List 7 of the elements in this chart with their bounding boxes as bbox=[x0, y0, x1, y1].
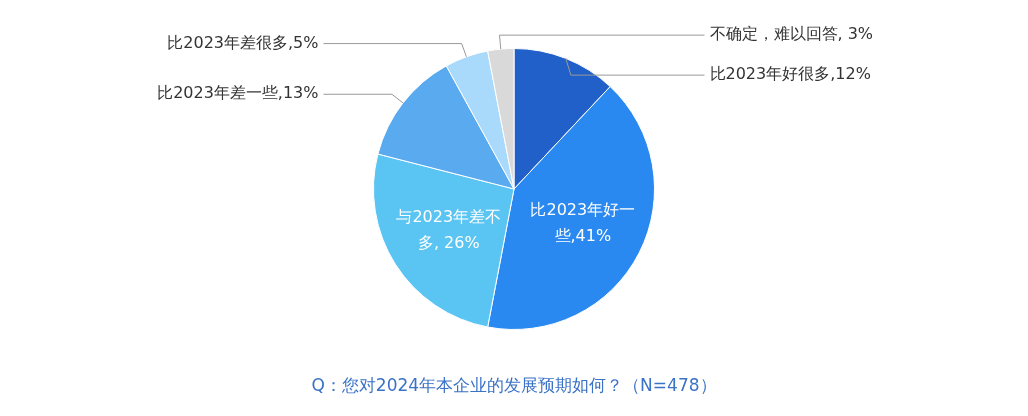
slice-label: 比2023年好很多,12% bbox=[709, 64, 871, 84]
text: Q：您对2024年本企业的发展预期如何？（N=478） bbox=[310, 374, 718, 397]
slice-label: 比2023年差一些,13% bbox=[157, 83, 319, 103]
slice-label: 比2023年差很多,5% bbox=[167, 32, 319, 52]
slice-label: 与2023年差不多, 26% bbox=[396, 206, 502, 252]
slice-label: 比2023年好一些,41% bbox=[530, 200, 636, 246]
slice-label: 不确定，难以回答, 3% bbox=[709, 24, 874, 44]
